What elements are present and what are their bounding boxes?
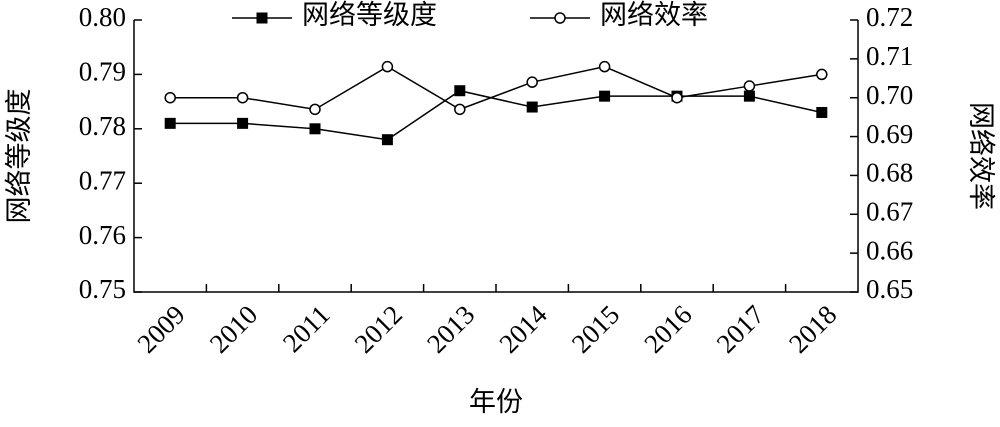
marker: [381, 134, 393, 146]
x-tick-label: 2009: [131, 299, 190, 358]
marker: [164, 117, 176, 129]
marker: [237, 117, 249, 129]
y2-tick-label: 0.70: [866, 80, 913, 110]
x-tick-label: 2015: [566, 299, 625, 358]
marker: [454, 85, 466, 97]
marker: [454, 103, 466, 116]
y-tick-label: 0.80: [79, 2, 126, 32]
series-line: [170, 89, 822, 141]
x-tick-label: 2013: [421, 299, 480, 358]
x-tick-label: 2011: [277, 299, 336, 358]
y-tick-label: 0.77: [79, 165, 126, 195]
y-tick-label: 0.75: [79, 274, 126, 304]
x-tick-label: 2016: [638, 299, 697, 358]
y2-tick-label: 0.66: [866, 235, 913, 265]
marker: [743, 80, 756, 92]
y2-tick-label: 0.67: [866, 196, 913, 226]
y2-tick-label: 0.68: [866, 158, 913, 188]
x-tick-label: 2017: [711, 299, 770, 358]
marker: [309, 103, 321, 116]
marker: [309, 123, 321, 135]
x-tick-label: 2014: [493, 299, 553, 359]
y-axis-title: 网络等级度: [4, 89, 34, 224]
marker: [526, 76, 538, 88]
y2-tick-label: 0.72: [866, 2, 913, 32]
marker: [671, 91, 683, 104]
marker: [164, 91, 176, 104]
marker: [256, 12, 268, 24]
marker: [598, 60, 611, 73]
x-axis-title: 年份: [469, 387, 523, 417]
series-line: [170, 65, 822, 111]
y2-tick-label: 0.65: [866, 274, 913, 304]
axis-frame: [133, 20, 859, 293]
x-tick-label: 2010: [204, 299, 263, 358]
marker: [816, 68, 828, 81]
legend-label: 网络效率: [600, 0, 708, 30]
x-tick-label: 2018: [783, 299, 842, 358]
legend-label: 网络等级度: [302, 0, 437, 30]
marker: [236, 91, 249, 104]
y2-axis-title: 网络效率: [966, 102, 996, 210]
marker: [381, 60, 394, 73]
y-tick-label: 0.79: [79, 57, 126, 87]
marker: [526, 101, 538, 113]
y2-tick-label: 0.69: [866, 119, 913, 149]
x-tick-label: 2012: [349, 299, 408, 358]
marker: [816, 106, 828, 118]
marker: [599, 90, 611, 102]
y2-tick-label: 0.71: [866, 41, 913, 71]
marker: [554, 12, 566, 24]
y-tick-label: 0.76: [79, 220, 126, 250]
marker: [743, 90, 755, 102]
y-tick-label: 0.78: [79, 111, 126, 141]
